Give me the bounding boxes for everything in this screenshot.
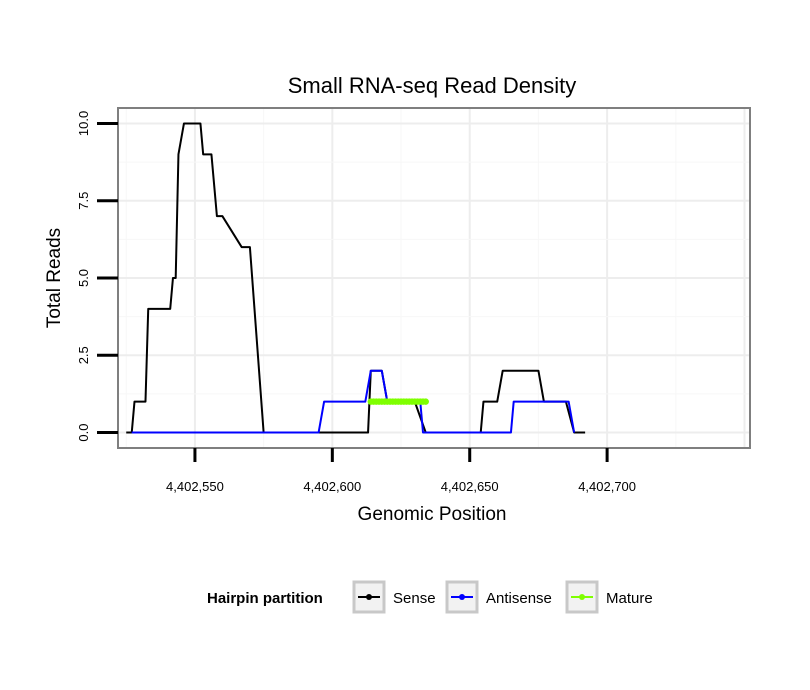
y-tick-label-1: 2.5 (76, 346, 91, 364)
series-line-antisense (132, 371, 574, 433)
x-axis-label: Genomic Position (358, 504, 507, 525)
x-tick-label-3: 4,402,700 (578, 479, 636, 494)
x-tick-label-0: 4,402,550 (166, 479, 224, 494)
legend-title: Hairpin partition (207, 590, 323, 607)
y-tick-label-3: 7.5 (76, 192, 91, 210)
chart-title: Small RNA-seq Read Density (288, 73, 577, 98)
plot-panel (118, 108, 750, 448)
legend-key-point-mature (579, 594, 585, 600)
legend-label-antisense: Antisense (486, 590, 552, 607)
y-tick-label-2: 5.0 (76, 269, 91, 287)
legend-entries: Sense Antisense Mature (354, 582, 653, 612)
y-axis-label: Total Reads (44, 228, 65, 328)
legend-label-mature: Mature (606, 590, 653, 607)
legend-key-point-sense (366, 594, 372, 600)
x-tick-label-2: 4,402,650 (441, 479, 499, 494)
legend-key-point-antisense (459, 594, 465, 600)
mature-point-20 (423, 398, 429, 404)
legend: Hairpin partition Sense Antisense Mature (207, 582, 653, 612)
read-density-chart: Small RNA-seq Read Density 4,402,550 4,40… (0, 0, 810, 690)
legend-label-sense: Sense (393, 590, 436, 607)
y-tick-label-0: 0.0 (76, 424, 91, 442)
y-axis: 0.0 2.5 5.0 7.5 10.0 (76, 111, 118, 442)
x-tick-label-1: 4,402,600 (303, 479, 361, 494)
y-tick-label-4: 10.0 (76, 111, 91, 136)
x-axis: 4,402,550 4,402,600 4,402,650 4,402,700 (166, 448, 636, 494)
